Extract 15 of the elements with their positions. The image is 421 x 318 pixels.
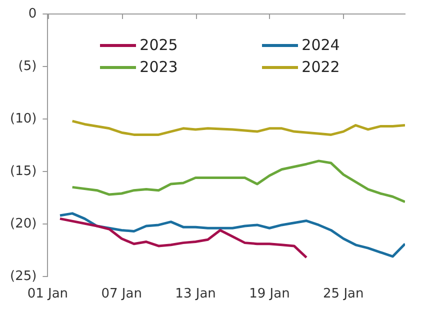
- legend-label: 2022: [302, 58, 340, 76]
- x-tick-label: 19 Jan: [249, 286, 290, 302]
- x-tick-label: 25 Jan: [323, 286, 364, 302]
- y-tick-label: 0: [28, 6, 37, 22]
- y-tick-label: (10): [10, 111, 37, 126]
- y-tick-label: (25): [10, 268, 37, 284]
- y-tick-label: (15): [10, 164, 37, 179]
- y-tick-label: (20): [10, 216, 37, 232]
- x-tick-label: 07 Jan: [101, 286, 142, 302]
- x-tick-label: 01 Jan: [27, 286, 68, 302]
- x-tick-label: 13 Jan: [175, 286, 216, 302]
- legend-label: 2025: [140, 36, 178, 54]
- legend-label: 2024: [302, 36, 340, 54]
- y-tick-label: (5): [18, 58, 37, 74]
- legend-label: 2023: [140, 58, 178, 76]
